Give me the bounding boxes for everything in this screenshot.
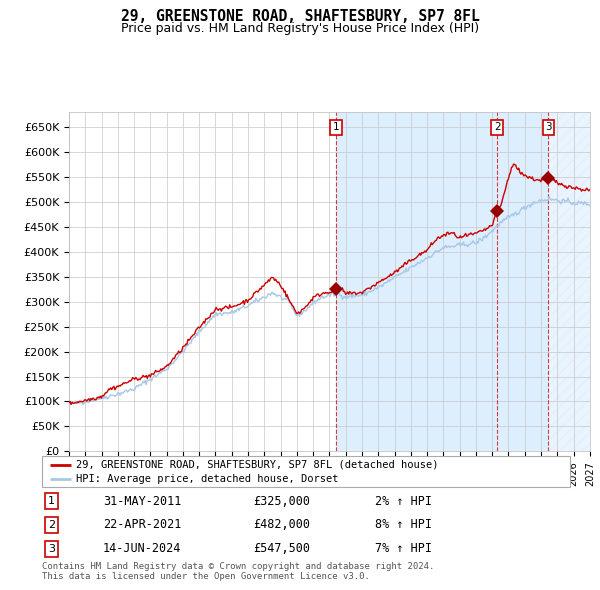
Text: This data is licensed under the Open Government Licence v3.0.: This data is licensed under the Open Gov… [42, 572, 370, 581]
Text: Contains HM Land Registry data © Crown copyright and database right 2024.: Contains HM Land Registry data © Crown c… [42, 562, 434, 571]
Text: £547,500: £547,500 [253, 542, 310, 555]
Text: 7% ↑ HPI: 7% ↑ HPI [374, 542, 431, 555]
Text: 3: 3 [545, 122, 552, 132]
Bar [336, 112, 548, 451]
Bar [548, 112, 590, 451]
Text: 2% ↑ HPI: 2% ↑ HPI [374, 495, 431, 508]
Text: £325,000: £325,000 [253, 495, 310, 508]
Text: 8% ↑ HPI: 8% ↑ HPI [374, 519, 431, 532]
Text: £482,000: £482,000 [253, 519, 310, 532]
Text: 29, GREENSTONE ROAD, SHAFTESBURY, SP7 8FL (detached house): 29, GREENSTONE ROAD, SHAFTESBURY, SP7 8F… [76, 460, 439, 470]
Text: 14-JUN-2024: 14-JUN-2024 [103, 542, 181, 555]
FancyBboxPatch shape [42, 456, 570, 487]
Text: 29, GREENSTONE ROAD, SHAFTESBURY, SP7 8FL: 29, GREENSTONE ROAD, SHAFTESBURY, SP7 8F… [121, 9, 479, 24]
Text: Price paid vs. HM Land Registry's House Price Index (HPI): Price paid vs. HM Land Registry's House … [121, 22, 479, 35]
Text: 1: 1 [48, 496, 55, 506]
Text: 1: 1 [333, 122, 340, 132]
Text: 2: 2 [48, 520, 55, 530]
Text: HPI: Average price, detached house, Dorset: HPI: Average price, detached house, Dors… [76, 474, 339, 484]
Text: 31-MAY-2011: 31-MAY-2011 [103, 495, 181, 508]
Text: 22-APR-2021: 22-APR-2021 [103, 519, 181, 532]
Text: 2: 2 [494, 122, 500, 132]
Text: 3: 3 [48, 544, 55, 554]
